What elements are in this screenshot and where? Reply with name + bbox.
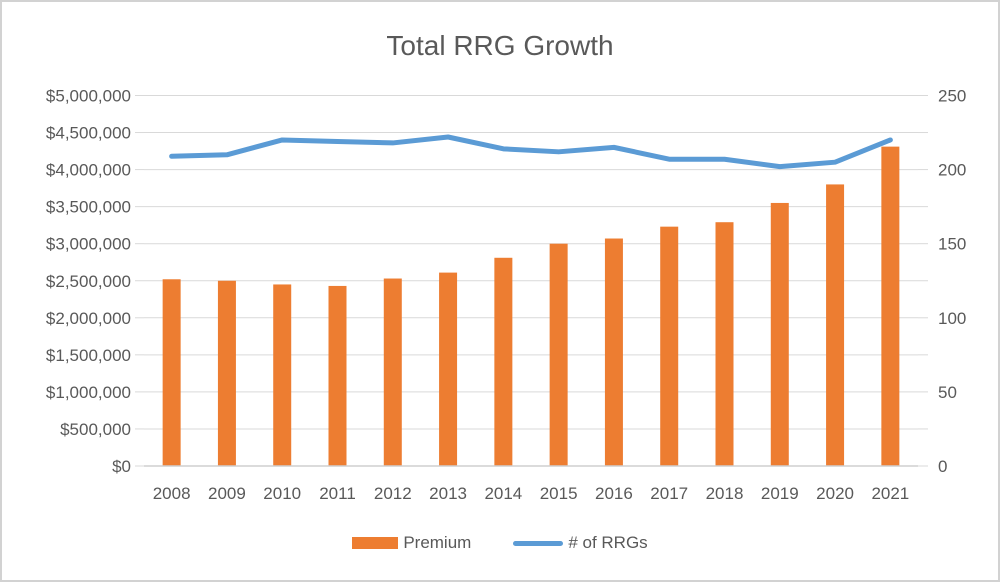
premium-bar bbox=[383, 278, 402, 466]
premium-bar bbox=[826, 184, 845, 467]
x-axis-tick-label: 2012 bbox=[374, 484, 412, 503]
premium-bar bbox=[162, 279, 181, 466]
rrgs-line-swatch-icon bbox=[513, 540, 564, 546]
x-axis-tick-label: 2014 bbox=[484, 484, 522, 503]
legend-item-rrgs: # of RRGs bbox=[513, 533, 648, 553]
legend-item-premium: Premium bbox=[352, 533, 471, 553]
left-axis-tick-label: $0 bbox=[112, 457, 131, 476]
left-axis-tick-label: $3,000,000 bbox=[46, 235, 131, 254]
premium-bar bbox=[660, 226, 679, 466]
left-axis-tick-label: $3,500,000 bbox=[46, 198, 131, 217]
premium-bar bbox=[715, 222, 734, 466]
legend-label-rrgs: # of RRGs bbox=[568, 533, 648, 552]
left-axis-tick-label: $2,500,000 bbox=[46, 272, 131, 291]
x-axis-tick-label: 2013 bbox=[429, 484, 467, 503]
premium-bar bbox=[328, 285, 347, 466]
x-axis-tick-label: 2009 bbox=[208, 484, 246, 503]
x-axis-tick-label: 2011 bbox=[319, 484, 356, 503]
premium-bar bbox=[549, 243, 568, 466]
legend: Premium # of RRGs bbox=[2, 533, 998, 553]
right-axis-tick-label: 100 bbox=[938, 309, 966, 328]
premium-bar bbox=[604, 238, 623, 466]
x-axis-tick-label: 2020 bbox=[816, 484, 854, 503]
premium-bar bbox=[494, 257, 513, 466]
x-axis-tick-label: 2018 bbox=[706, 484, 744, 503]
right-axis-tick-label: 150 bbox=[938, 235, 966, 254]
right-axis-tick-label: 0 bbox=[938, 457, 947, 476]
x-axis-tick-label: 2017 bbox=[650, 484, 688, 503]
x-axis-tick-label: 2021 bbox=[871, 484, 909, 503]
right-axis-tick-label: 50 bbox=[938, 383, 957, 402]
premium-bar-swatch-icon bbox=[352, 537, 399, 549]
left-axis-tick-label: $1,000,000 bbox=[46, 383, 131, 402]
chart-title: Total RRG Growth bbox=[386, 30, 614, 61]
premium-bar bbox=[273, 284, 292, 466]
x-axis-tick-label: 2008 bbox=[153, 484, 191, 503]
x-axis-tick-label: 2019 bbox=[761, 484, 799, 503]
left-axis-tick-label: $4,000,000 bbox=[46, 161, 131, 180]
premium-bar bbox=[770, 202, 789, 466]
left-axis-tick-label: $500,000 bbox=[60, 420, 131, 439]
right-axis-tick-label: 200 bbox=[938, 161, 966, 180]
x-axis-tick-label: 2016 bbox=[595, 484, 633, 503]
premium-bar bbox=[439, 272, 458, 466]
left-axis-tick-label: $5,000,000 bbox=[46, 87, 131, 106]
left-axis-tick-label: $4,500,000 bbox=[46, 124, 131, 143]
x-axis-tick-label: 2010 bbox=[263, 484, 301, 503]
legend-label-premium: Premium bbox=[403, 533, 472, 552]
rrgs-line bbox=[169, 134, 893, 170]
premium-bar bbox=[881, 146, 900, 466]
left-axis-tick-label: $1,500,000 bbox=[46, 346, 131, 365]
premium-bar bbox=[217, 280, 236, 466]
right-axis-tick-label: 250 bbox=[938, 87, 966, 106]
left-axis-tick-label: $2,000,000 bbox=[46, 309, 131, 328]
x-axis-tick-label: 2015 bbox=[540, 484, 578, 503]
